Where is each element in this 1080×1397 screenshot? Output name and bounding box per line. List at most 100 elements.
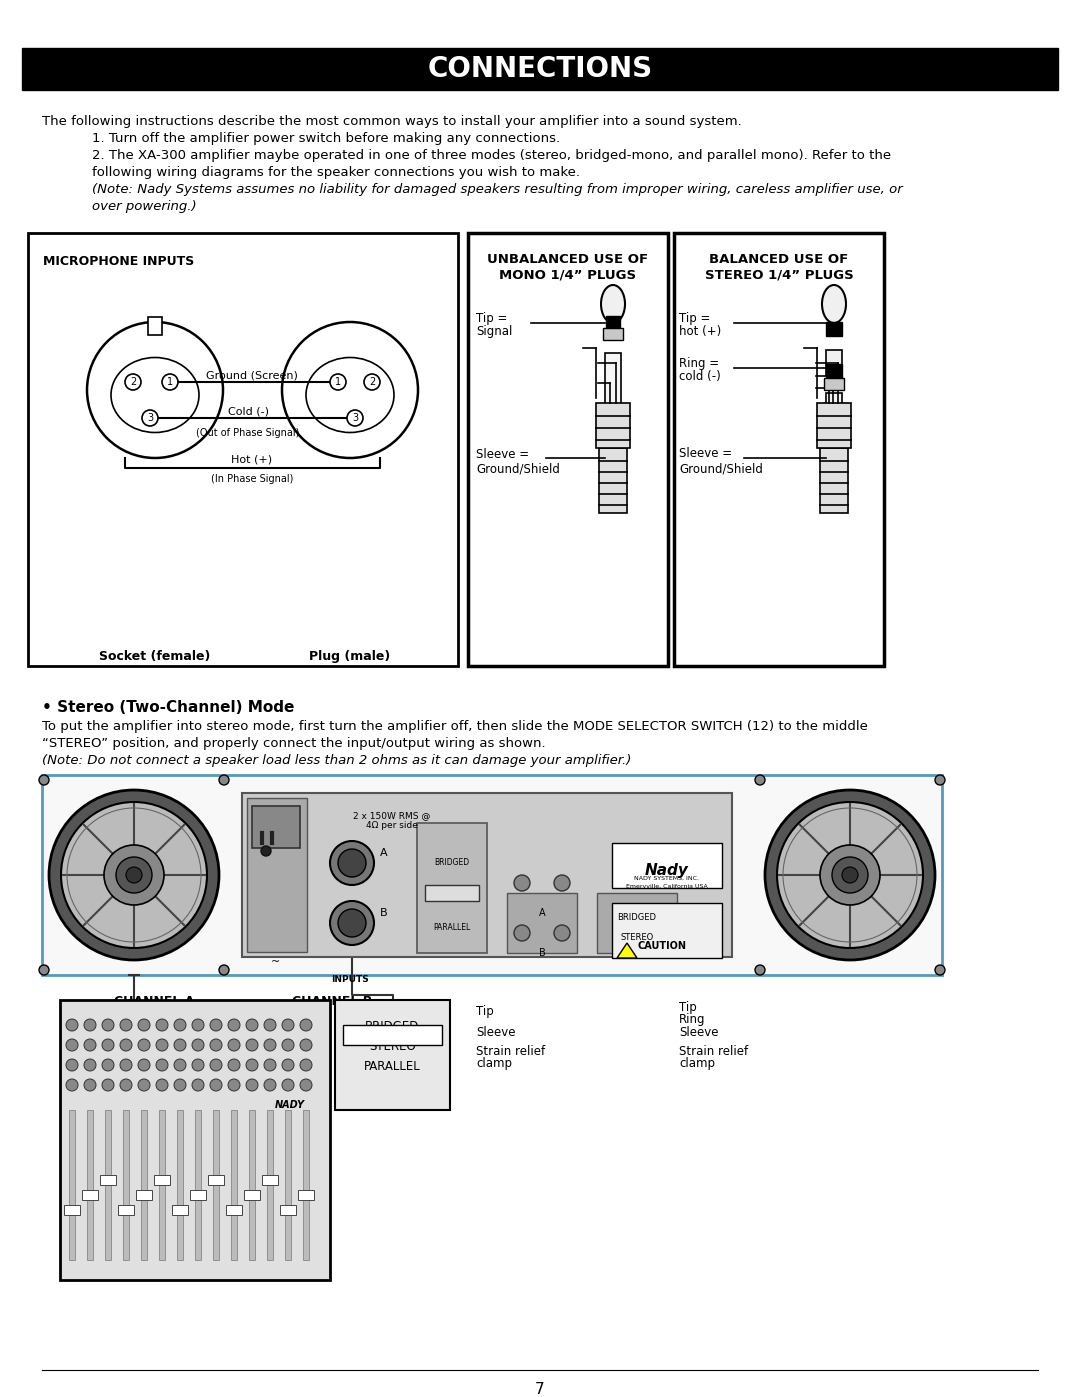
Circle shape — [777, 802, 923, 949]
Circle shape — [210, 1078, 222, 1091]
Text: hot (+): hot (+) — [679, 326, 721, 338]
Circle shape — [60, 802, 207, 949]
Bar — [605, 353, 621, 509]
Circle shape — [138, 1059, 150, 1071]
Bar — [136, 1190, 152, 1200]
Bar — [154, 1175, 170, 1185]
Text: 7: 7 — [536, 1383, 544, 1397]
Text: Ground/Shield: Ground/Shield — [679, 462, 762, 475]
Circle shape — [174, 1018, 186, 1031]
Text: Plug (male): Plug (male) — [309, 650, 391, 664]
Circle shape — [765, 789, 935, 960]
Bar — [242, 793, 732, 957]
Text: Tip =: Tip = — [476, 312, 508, 326]
Bar — [285, 1111, 291, 1260]
Circle shape — [102, 1039, 114, 1051]
Circle shape — [102, 1018, 114, 1031]
Circle shape — [156, 1078, 168, 1091]
Circle shape — [192, 1078, 204, 1091]
Bar — [262, 1175, 278, 1185]
Bar — [426, 886, 480, 901]
Circle shape — [102, 1078, 114, 1091]
Bar — [596, 402, 630, 448]
Text: Ring: Ring — [679, 1013, 705, 1025]
Text: BALANCED USE OF: BALANCED USE OF — [710, 253, 849, 265]
Circle shape — [174, 1078, 186, 1091]
Text: STEREO 1/4” PLUGS: STEREO 1/4” PLUGS — [704, 270, 853, 282]
Circle shape — [162, 374, 178, 390]
Circle shape — [330, 901, 374, 944]
Text: The following instructions describe the most common ways to install your amplifi: The following instructions describe the … — [42, 115, 742, 129]
Circle shape — [192, 1059, 204, 1071]
Circle shape — [120, 1039, 132, 1051]
Circle shape — [282, 1059, 294, 1071]
Text: Ground/Shield: Ground/Shield — [476, 462, 559, 476]
Text: Hot (+): Hot (+) — [231, 454, 272, 464]
Circle shape — [514, 925, 530, 942]
Circle shape — [120, 1078, 132, 1091]
Bar — [244, 1190, 260, 1200]
Text: B: B — [539, 949, 545, 958]
Text: clamp: clamp — [476, 1058, 512, 1070]
Bar — [303, 1111, 309, 1260]
Text: Signal: Signal — [476, 326, 512, 338]
Text: 1. Turn off the amplifier power switch before making any connections.: 1. Turn off the amplifier power switch b… — [92, 131, 561, 145]
Circle shape — [84, 1018, 96, 1031]
Text: STEREO: STEREO — [620, 933, 653, 942]
Circle shape — [300, 1039, 312, 1051]
Bar — [172, 1206, 188, 1215]
Bar — [280, 1206, 296, 1215]
Circle shape — [935, 965, 945, 975]
Bar — [195, 1111, 201, 1260]
Circle shape — [228, 1018, 240, 1031]
Circle shape — [935, 775, 945, 785]
Circle shape — [126, 868, 141, 883]
Circle shape — [842, 868, 858, 883]
Text: STEREO: STEREO — [437, 893, 467, 902]
Circle shape — [138, 1018, 150, 1031]
Bar — [603, 328, 623, 339]
Text: BRIDGED: BRIDGED — [365, 1020, 420, 1032]
Text: BRIDGED: BRIDGED — [618, 914, 657, 922]
Text: NADY SYSTEMS, INC.: NADY SYSTEMS, INC. — [635, 876, 700, 882]
Text: Socket (female): Socket (female) — [99, 650, 211, 664]
Bar — [612, 902, 723, 958]
Text: Tip: Tip — [679, 1000, 697, 1013]
Circle shape — [156, 1039, 168, 1051]
Circle shape — [39, 775, 49, 785]
Bar — [213, 1111, 219, 1260]
Circle shape — [364, 374, 380, 390]
Bar — [69, 1111, 75, 1260]
Text: Cold (-): Cold (-) — [228, 407, 269, 416]
Text: 1: 1 — [167, 377, 173, 387]
Circle shape — [39, 965, 49, 975]
Circle shape — [300, 1078, 312, 1091]
Circle shape — [755, 965, 765, 975]
Circle shape — [246, 1018, 258, 1031]
Circle shape — [330, 374, 346, 390]
Circle shape — [330, 841, 374, 886]
Bar — [606, 316, 620, 338]
Text: following wiring diagrams for the speaker connections you wish to make.: following wiring diagrams for the speake… — [92, 166, 580, 179]
Bar — [141, 1111, 147, 1260]
Circle shape — [102, 1059, 114, 1071]
Circle shape — [104, 845, 164, 905]
Bar — [343, 1025, 442, 1045]
Circle shape — [264, 1018, 276, 1031]
Circle shape — [219, 775, 229, 785]
Circle shape — [338, 909, 366, 937]
Circle shape — [282, 1018, 294, 1031]
Circle shape — [264, 1078, 276, 1091]
Bar — [826, 365, 842, 379]
Text: CAUTION: CAUTION — [637, 942, 687, 951]
Circle shape — [156, 1059, 168, 1071]
Bar — [105, 1111, 111, 1260]
Circle shape — [66, 1078, 78, 1091]
Circle shape — [156, 1018, 168, 1031]
Circle shape — [282, 1078, 294, 1091]
Bar — [597, 893, 677, 953]
Text: PARALLEL: PARALLEL — [433, 923, 471, 932]
Circle shape — [138, 1039, 150, 1051]
Text: 2: 2 — [369, 377, 375, 387]
Text: (Out of Phase Signal): (Out of Phase Signal) — [197, 427, 299, 439]
